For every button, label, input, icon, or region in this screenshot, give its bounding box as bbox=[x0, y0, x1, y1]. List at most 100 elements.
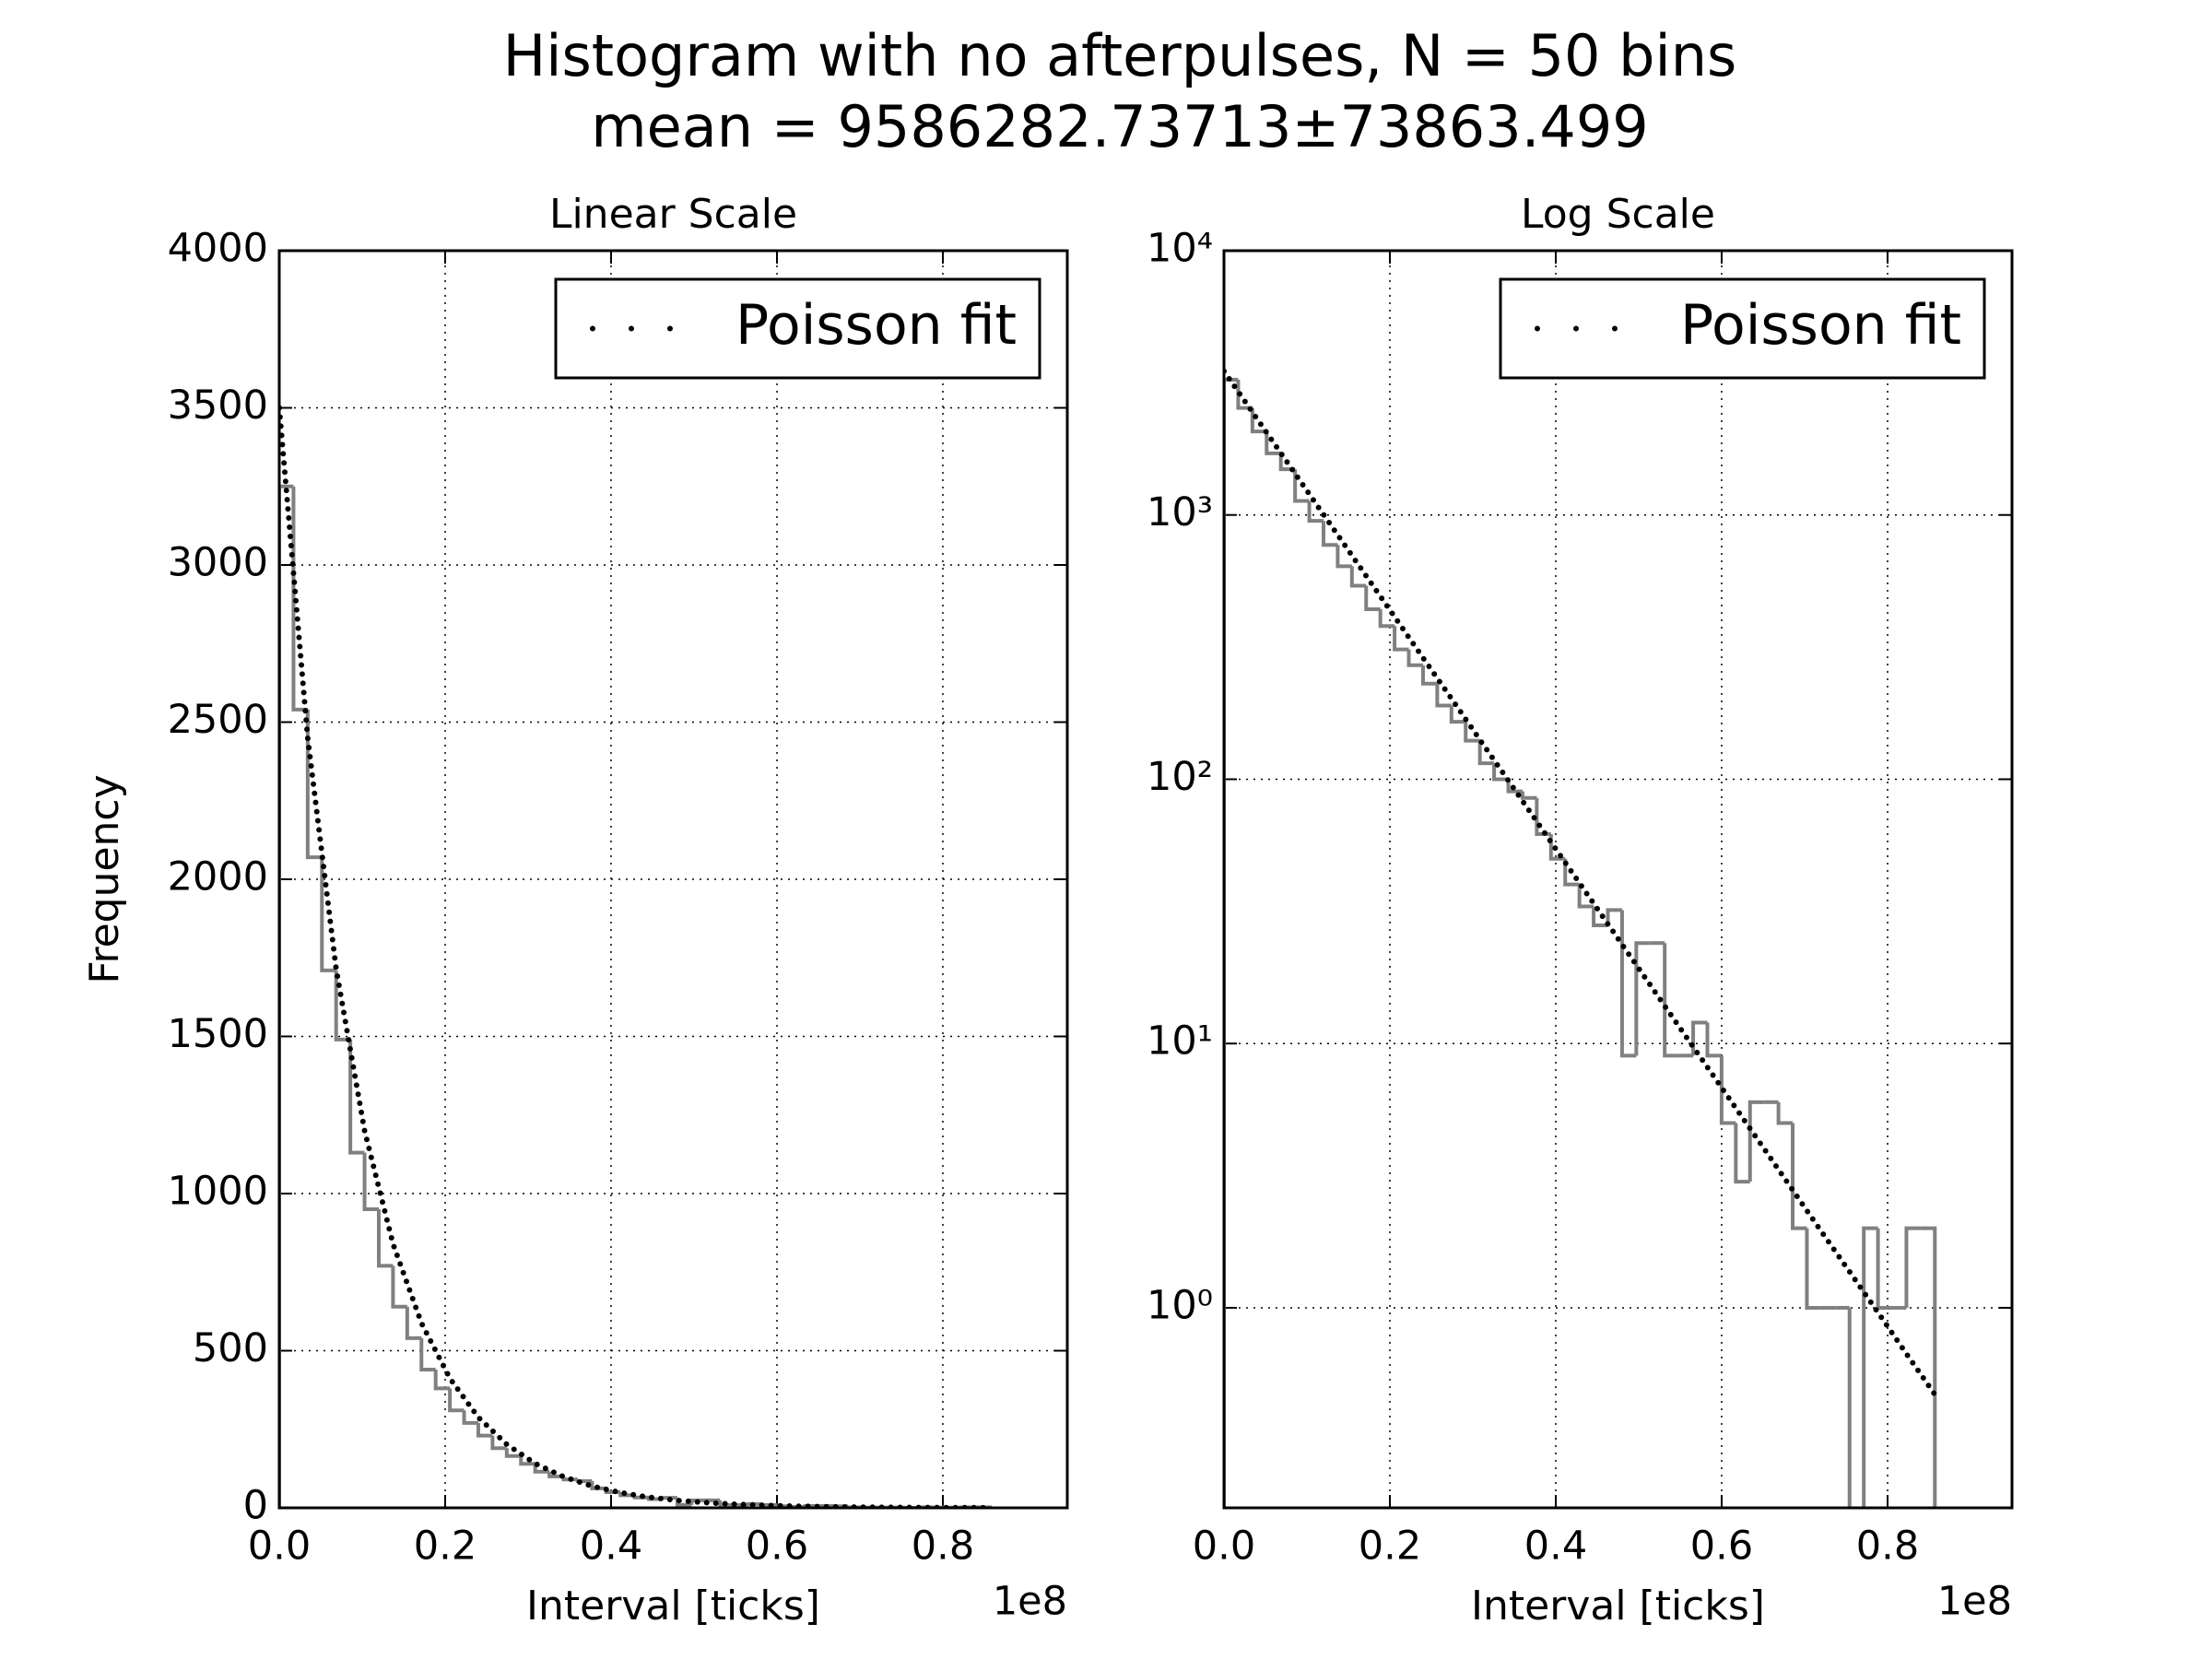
histogram-bin bbox=[1577, 884, 1594, 909]
histogram-bin bbox=[1734, 1123, 1750, 1184]
histogram-bin bbox=[320, 857, 336, 972]
y-tick-label: 3000 bbox=[168, 540, 268, 586]
x-axis-label: Interval [ticks] bbox=[526, 1583, 820, 1630]
histogram-bin bbox=[1307, 500, 1324, 524]
histogram-bin bbox=[1335, 545, 1352, 569]
histogram-bin bbox=[1663, 943, 1679, 1058]
histogram-bin bbox=[1805, 1228, 1821, 1310]
histogram-bin bbox=[433, 1369, 451, 1391]
x-tick-label: 0.0 bbox=[248, 1524, 311, 1570]
x-tick-label: 0.6 bbox=[746, 1524, 808, 1570]
histogram-bin bbox=[1420, 665, 1438, 686]
histogram-bin bbox=[1321, 521, 1338, 547]
histogram-bin bbox=[1406, 649, 1423, 667]
histogram-bin bbox=[1265, 431, 1281, 455]
histogram-bin bbox=[1378, 608, 1395, 629]
y-tick-label: 10⁴ bbox=[1147, 226, 1213, 272]
axes: Log Scale Interval [ticks] 1e8 0.0 0.2 0.4 0.6… bbox=[1147, 191, 2014, 1630]
y-tick-label: 1000 bbox=[168, 1169, 268, 1215]
histogram-bin bbox=[1862, 1226, 1878, 1508]
histogram-bin bbox=[1634, 941, 1651, 1056]
x-tick-label: 0.8 bbox=[1856, 1524, 1919, 1570]
histogram-bin bbox=[334, 970, 351, 1041]
histogram-bin bbox=[490, 1435, 507, 1451]
y-axis-label: Frequency bbox=[81, 774, 128, 983]
x-offset-label: 1e8 bbox=[1937, 1579, 2012, 1625]
legend-label: Poisson fit bbox=[735, 293, 1017, 358]
y-tick-label: 10¹ bbox=[1147, 1018, 1213, 1065]
histogram-bin bbox=[1449, 705, 1466, 724]
histogram-bin bbox=[533, 1464, 550, 1474]
histogram-bin bbox=[1705, 1022, 1722, 1058]
y-tick-label: 10³ bbox=[1147, 489, 1213, 535]
y-tick-label: 3500 bbox=[168, 382, 268, 429]
histogram-bin bbox=[279, 484, 294, 1508]
histogram-bin bbox=[1293, 469, 1310, 503]
histogram bbox=[1224, 368, 1938, 1508]
axes-title: Log Scale bbox=[1521, 191, 1715, 238]
histogram-bin bbox=[1250, 407, 1267, 434]
histogram-bin bbox=[747, 1501, 763, 1506]
histogram-bin bbox=[547, 1471, 564, 1478]
x-tick-label: 0.0 bbox=[1193, 1524, 1255, 1570]
histogram-bin bbox=[1236, 379, 1253, 410]
histogram-bin bbox=[391, 1265, 407, 1309]
histogram-bin bbox=[1464, 722, 1480, 743]
histogram-bin bbox=[1435, 683, 1452, 708]
histogram-bin bbox=[590, 1481, 606, 1490]
y-tick-label: 0 bbox=[243, 1483, 268, 1529]
histogram-bin bbox=[419, 1337, 436, 1371]
histogram-bin bbox=[1592, 906, 1608, 927]
histogram-bin bbox=[448, 1388, 465, 1413]
histogram-bin bbox=[1224, 377, 1239, 1508]
y-tick-label: 2500 bbox=[168, 697, 268, 743]
x-tick-label: 0.4 bbox=[1524, 1524, 1587, 1570]
legend-box bbox=[1499, 277, 1986, 380]
y-tick-label: 1500 bbox=[168, 1011, 268, 1057]
histogram-bin bbox=[1563, 858, 1580, 887]
histogram-bin bbox=[618, 1491, 635, 1498]
legend-label: Poisson fit bbox=[1680, 293, 1961, 358]
histogram-bin bbox=[774, 1504, 792, 1508]
x-offset-label: 1e8 bbox=[993, 1579, 1067, 1625]
x-tick-label: 0.2 bbox=[1359, 1524, 1421, 1570]
histogram-bin bbox=[1719, 1055, 1736, 1125]
axes-title: Linear Scale bbox=[549, 191, 797, 238]
legend: Poisson fit bbox=[554, 277, 1041, 380]
histogram-bin bbox=[1520, 791, 1537, 800]
axes-frame bbox=[277, 249, 1069, 1510]
histogram-bin bbox=[1619, 910, 1637, 1058]
legend-box bbox=[554, 277, 1041, 380]
histogram-bin bbox=[462, 1410, 478, 1425]
histogram-bin bbox=[1904, 1226, 1921, 1308]
histogram-bin bbox=[504, 1448, 522, 1458]
x-tick-label: 0.2 bbox=[414, 1524, 477, 1570]
histogram-bin bbox=[1393, 626, 1409, 652]
x-tick-label: 0.4 bbox=[580, 1524, 642, 1570]
histogram-bin bbox=[1747, 1100, 1765, 1182]
histogram-bin bbox=[1477, 740, 1495, 766]
histogram-bin bbox=[1606, 908, 1622, 925]
histogram-bin bbox=[362, 1152, 379, 1212]
y-tick-label: 500 bbox=[193, 1325, 268, 1371]
y-tick-label: 10⁰ bbox=[1147, 1282, 1213, 1328]
histogram-bin bbox=[1791, 1123, 1807, 1230]
histogram-bin bbox=[718, 1500, 735, 1507]
x-tick-label: 0.6 bbox=[1690, 1524, 1753, 1570]
y-tick-label: 4000 bbox=[168, 226, 268, 272]
histogram-bin bbox=[348, 1039, 365, 1155]
x-axis-label: Interval [ticks] bbox=[1471, 1583, 1765, 1630]
x-tick-label: 0.8 bbox=[912, 1524, 974, 1570]
histogram-bin bbox=[1847, 1307, 1852, 1508]
histogram-bin bbox=[1920, 1226, 1937, 1508]
histogram-bin bbox=[305, 709, 323, 860]
histogram-bin bbox=[519, 1455, 535, 1466]
axes: Linear Scale Interval [ticks] 1e8 Frequency… bbox=[81, 191, 1069, 1630]
histogram-bin bbox=[1492, 763, 1509, 782]
histogram-bin bbox=[1776, 1101, 1794, 1125]
legend: Poisson fit bbox=[1499, 277, 1986, 380]
histogram-bin bbox=[476, 1422, 493, 1438]
y-tick-label: 10² bbox=[1147, 754, 1213, 800]
axes-frame bbox=[1222, 249, 2014, 1510]
